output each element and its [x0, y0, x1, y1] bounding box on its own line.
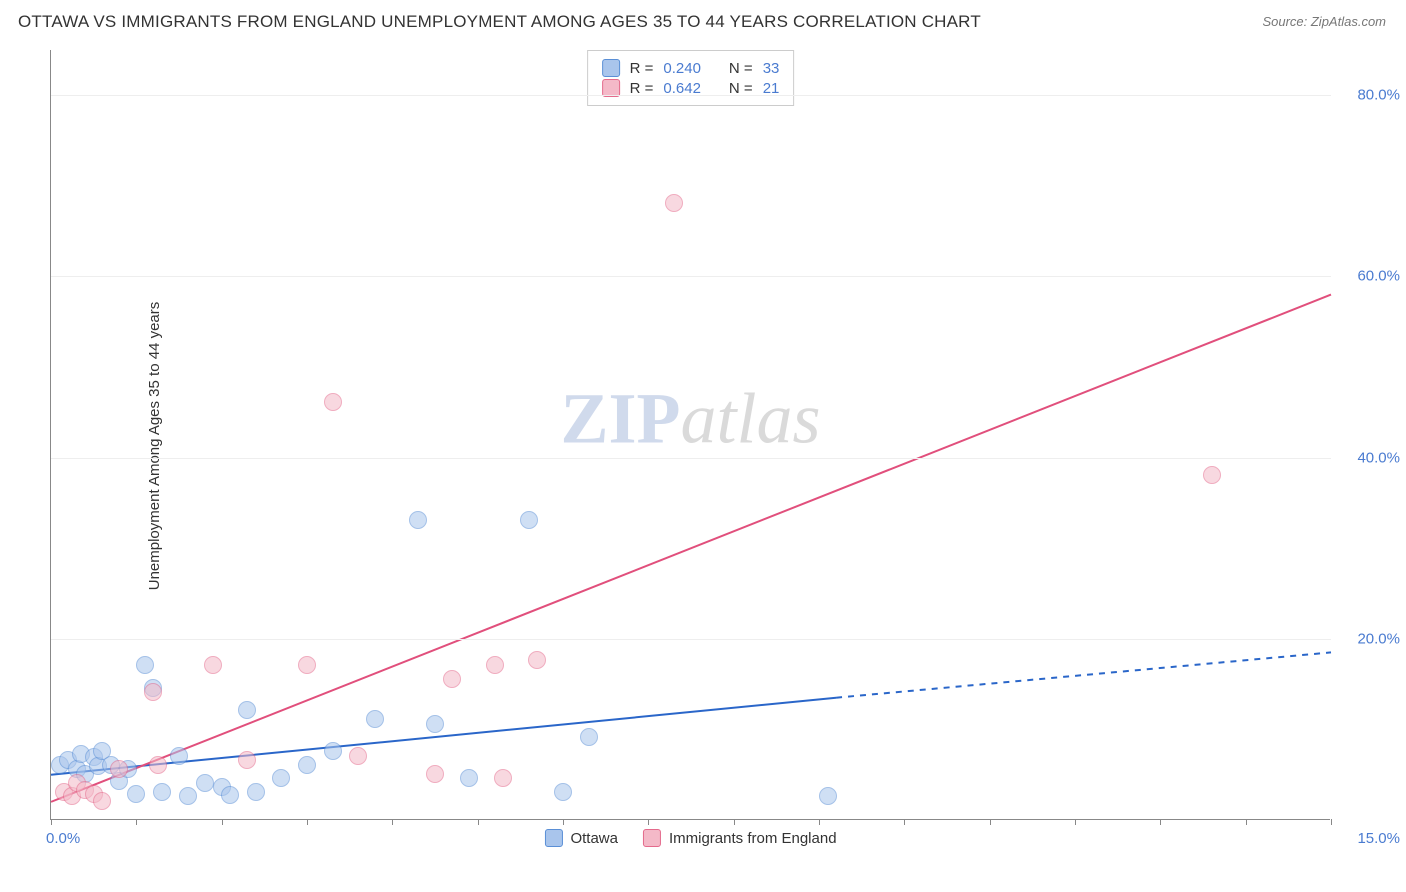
x-tick-mark — [136, 819, 137, 825]
y-tick-label: 60.0% — [1357, 268, 1400, 285]
data-point — [426, 765, 444, 783]
trend-line — [51, 698, 836, 775]
data-point — [238, 701, 256, 719]
y-tick-label: 20.0% — [1357, 630, 1400, 647]
chart-title: OTTAWA VS IMMIGRANTS FROM ENGLAND UNEMPL… — [18, 12, 981, 32]
data-point — [494, 769, 512, 787]
x-tick-mark — [392, 819, 393, 825]
data-point — [819, 787, 837, 805]
legend-swatch-england — [643, 829, 661, 847]
y-tick-label: 80.0% — [1357, 87, 1400, 104]
data-point — [443, 670, 461, 688]
source-attribution: Source: ZipAtlas.com — [1262, 14, 1386, 29]
x-tick-mark — [51, 819, 52, 825]
x-tick-mark — [1246, 819, 1247, 825]
data-point — [204, 656, 222, 674]
trend-line — [51, 295, 1331, 802]
x-tick-mark — [563, 819, 564, 825]
x-tick-mark — [1160, 819, 1161, 825]
data-point — [179, 787, 197, 805]
data-point — [238, 751, 256, 769]
x-tick-max: 15.0% — [1357, 830, 1400, 847]
legend: Ottawa Immigrants from England — [544, 829, 836, 847]
x-tick-mark — [307, 819, 308, 825]
x-tick-mark — [1075, 819, 1076, 825]
data-point — [486, 656, 504, 674]
legend-item-ottawa: Ottawa — [544, 829, 618, 847]
data-point — [554, 783, 572, 801]
legend-swatch-ottawa — [544, 829, 562, 847]
x-tick-mark — [1331, 819, 1332, 825]
legend-label-ottawa: Ottawa — [570, 830, 618, 847]
x-tick-mark — [904, 819, 905, 825]
data-point — [665, 194, 683, 212]
data-point — [247, 783, 265, 801]
plot-area: ZIPatlas R = 0.240 N = 33 R = 0.642 N = … — [50, 50, 1330, 820]
x-tick-mark — [478, 819, 479, 825]
x-tick-mark — [819, 819, 820, 825]
data-point — [324, 742, 342, 760]
data-point — [528, 651, 546, 669]
data-point — [426, 715, 444, 733]
data-point — [324, 393, 342, 411]
gridline — [51, 276, 1331, 277]
data-point — [170, 747, 188, 765]
data-point — [153, 783, 171, 801]
y-tick-label: 40.0% — [1357, 449, 1400, 466]
gridline — [51, 639, 1331, 640]
x-tick-mark — [734, 819, 735, 825]
data-point — [196, 774, 214, 792]
data-point — [366, 710, 384, 728]
legend-label-england: Immigrants from England — [669, 830, 837, 847]
data-point — [298, 656, 316, 674]
data-point — [298, 756, 316, 774]
data-point — [409, 511, 427, 529]
gridline — [51, 458, 1331, 459]
data-point — [1203, 466, 1221, 484]
data-point — [149, 756, 167, 774]
gridline — [51, 95, 1331, 96]
data-point — [127, 785, 145, 803]
chart-container: OTTAWA VS IMMIGRANTS FROM ENGLAND UNEMPL… — [0, 0, 1406, 892]
x-tick-mark — [222, 819, 223, 825]
trend-line-extrapolated — [836, 652, 1331, 697]
x-tick-mark — [990, 819, 991, 825]
data-point — [580, 728, 598, 746]
x-tick-min: 0.0% — [46, 830, 80, 847]
data-point — [144, 683, 162, 701]
legend-item-england: Immigrants from England — [643, 829, 837, 847]
data-point — [349, 747, 367, 765]
data-point — [110, 760, 128, 778]
data-point — [272, 769, 290, 787]
data-point — [460, 769, 478, 787]
data-point — [221, 786, 239, 804]
data-point — [93, 792, 111, 810]
x-tick-mark — [648, 819, 649, 825]
data-point — [136, 656, 154, 674]
data-point — [520, 511, 538, 529]
